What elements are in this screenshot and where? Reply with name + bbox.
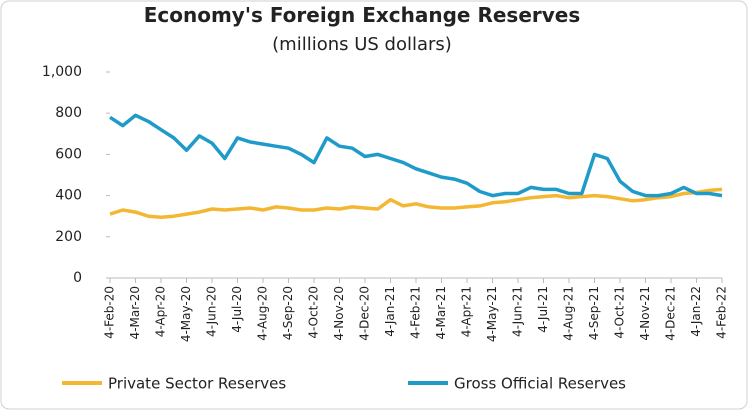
x-tick-label: 4-Dec-20: [358, 286, 372, 341]
x-tick-label: 4-Mar-20: [128, 286, 142, 339]
series-line: [109, 187, 723, 219]
x-tick-label: 4-Jun-21: [511, 286, 525, 337]
x-tick-label: 4-May-21: [485, 286, 499, 342]
x-tick-label: 4-Aug-21: [562, 286, 576, 341]
x-tick-label: 4-Oct-20: [307, 286, 321, 339]
x-tick-label: 4-Oct-21: [613, 286, 627, 339]
x-tick-label: 4-Nov-21: [638, 286, 652, 341]
legend-label: Private Sector Reserves: [108, 375, 286, 393]
y-tick-label: 600: [55, 146, 82, 162]
x-tick-label: 4-Jul-20: [230, 286, 244, 333]
x-tick-label: 4-Feb-21: [409, 286, 423, 339]
chart-title: Economy's Foreign Exchange Reserves: [144, 3, 581, 27]
x-tick-label: 4-Jun-20: [205, 286, 219, 337]
x-tick-label: 4-Jan-21: [383, 286, 397, 337]
x-tick-label: 4-May-20: [179, 286, 193, 342]
x-tick-label: 4-Feb-20: [103, 286, 117, 339]
y-tick-label: 200: [55, 229, 82, 245]
chart-subtitle: (millions US dollars): [272, 34, 452, 55]
y-tick-label: 0: [73, 270, 82, 286]
x-tick-label: 4-Sep-21: [587, 286, 601, 340]
x-tick-label: 4-Mar-21: [434, 286, 448, 339]
y-tick-label: 800: [55, 105, 82, 121]
x-tick-label: 4-Sep-20: [281, 286, 295, 340]
x-tick-label: 4-Dec-21: [664, 286, 678, 341]
series-line: [109, 113, 723, 198]
x-tick-label: 4-Feb-22: [715, 286, 729, 339]
legend-label: Gross Official Reserves: [454, 375, 626, 393]
x-tick-label: 4-Apr-20: [154, 286, 168, 337]
y-tick-label: 1,000: [42, 64, 82, 80]
x-tick-label: 4-Jan-22: [689, 286, 703, 337]
x-tick-label: 4-Nov-20: [332, 286, 346, 341]
x-tick-label: 4-Jul-21: [536, 286, 550, 333]
x-tick-label: 4-Apr-21: [460, 286, 474, 337]
x-tick-label: 4-Aug-20: [256, 286, 270, 341]
y-tick-label: 400: [55, 188, 82, 204]
